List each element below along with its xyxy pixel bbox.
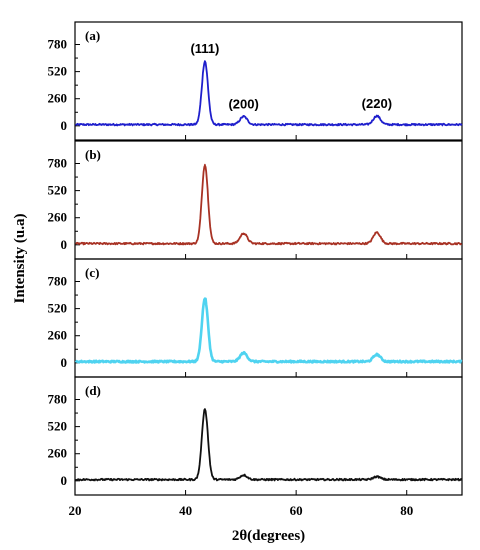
peak-point	[242, 232, 245, 235]
y-axis-title: Intensity (u.a)	[12, 213, 28, 303]
peak-point	[204, 163, 206, 166]
x-tick-label: 80	[400, 503, 413, 518]
panel-frame	[74, 258, 463, 378]
y-tick-label: 780	[48, 274, 68, 289]
panel-frame	[74, 140, 463, 260]
panel-label: (b)	[85, 147, 101, 162]
y-tick-label: 780	[48, 156, 68, 171]
peak-label: (200)	[228, 96, 258, 111]
y-tick-label: 520	[48, 183, 68, 198]
y-tick-label: 260	[48, 210, 68, 225]
series-line	[75, 164, 463, 246]
peak-point	[376, 353, 378, 356]
y-tick-label: 0	[61, 473, 68, 488]
y-tick-label: 780	[48, 392, 68, 407]
y-tick-label: 520	[48, 64, 68, 79]
peak-point	[204, 408, 206, 410]
y-tick-label: 260	[48, 328, 68, 343]
y-tick-label: 260	[48, 91, 68, 106]
panel-label: (d)	[85, 383, 101, 398]
peak-point	[376, 475, 378, 478]
y-tick-label: 0	[61, 118, 68, 133]
peak-point	[242, 474, 245, 476]
y-tick-label: 0	[61, 237, 68, 252]
y-tick-label: 0	[61, 355, 68, 370]
series-line	[74, 408, 463, 482]
peak-point	[204, 60, 206, 62]
panel-frame	[74, 21, 463, 141]
y-tick-label: 520	[48, 419, 68, 434]
x-axis-title: 2θ(degrees)	[232, 528, 305, 544]
x-tick-label: 40	[179, 503, 192, 518]
peak-point	[204, 297, 206, 299]
y-tick-label: 260	[48, 446, 68, 461]
peak-point	[242, 352, 245, 354]
series-line	[74, 60, 463, 127]
series-line	[74, 297, 463, 364]
panel-label: (c)	[85, 265, 99, 280]
peak-point	[242, 115, 245, 118]
peak-point	[376, 115, 378, 117]
y-tick-label: 780	[48, 37, 68, 52]
panel-frame	[74, 376, 463, 496]
peak-label: (220)	[362, 96, 392, 111]
panel-label: (a)	[85, 28, 100, 43]
x-tick-label: 20	[69, 503, 82, 518]
peak-label: (111)	[190, 41, 219, 56]
y-tick-label: 520	[48, 301, 68, 316]
peak-point	[376, 231, 378, 234]
x-tick-label: 60	[290, 503, 303, 518]
